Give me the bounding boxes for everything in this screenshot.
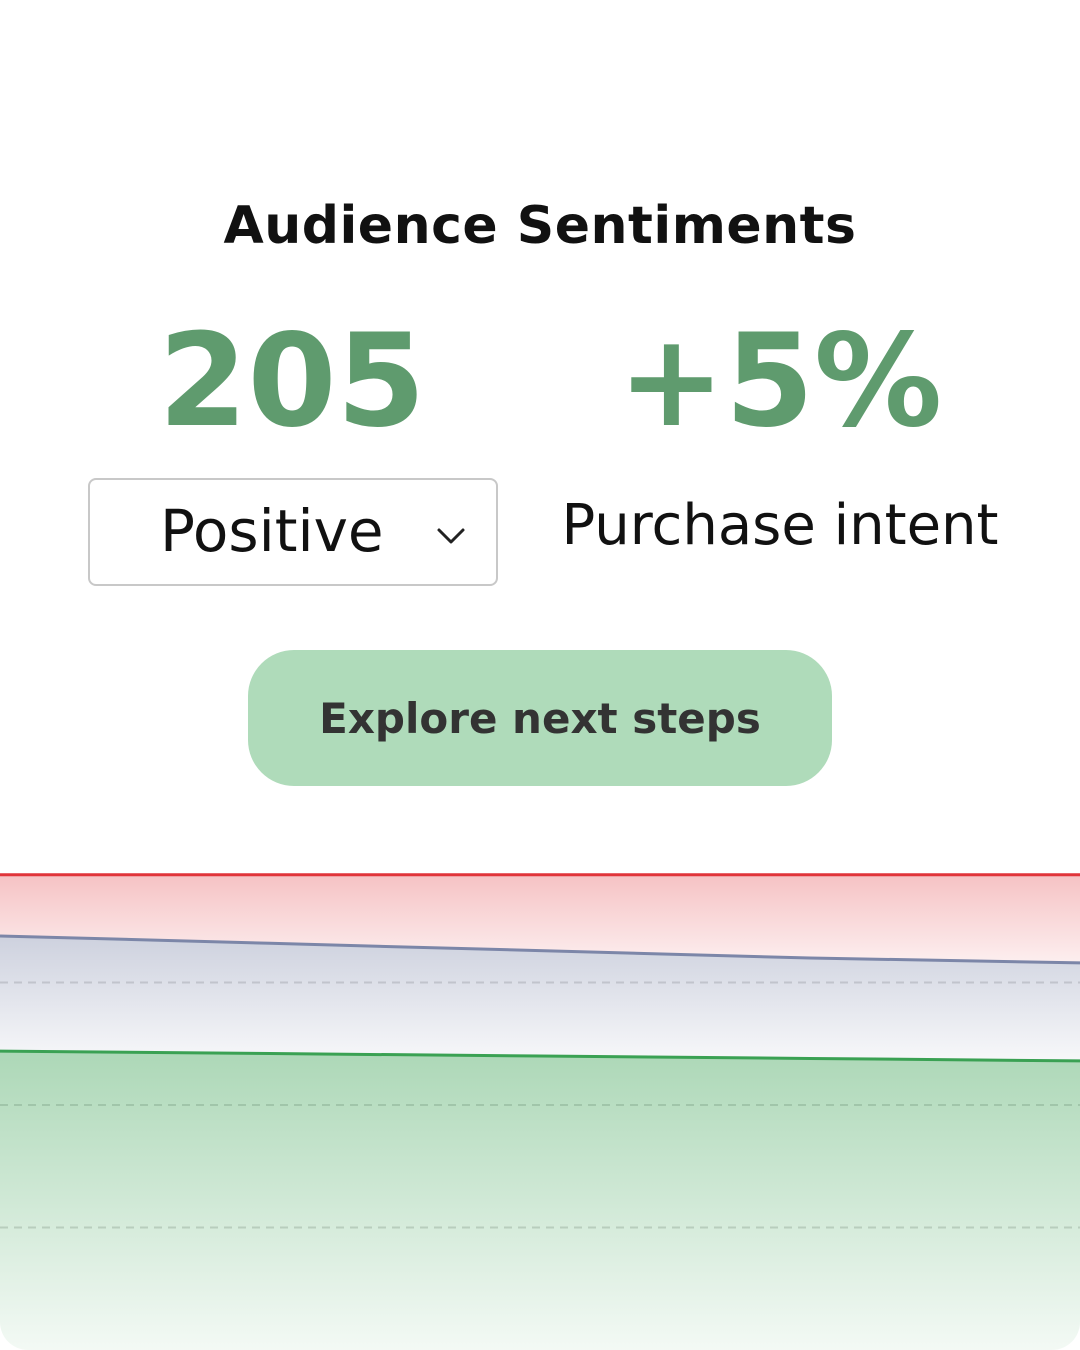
chart-line-series-0 bbox=[0, 1049, 1080, 1063]
chevron-down-icon bbox=[437, 528, 465, 544]
sentiment-area-chart bbox=[0, 873, 1080, 1350]
purchase-intent-value: +5% bbox=[617, 307, 943, 456]
positive-count: 205 bbox=[158, 307, 426, 456]
sentiment-dropdown[interactable]: Positive bbox=[88, 478, 498, 586]
chart-line-series-1 bbox=[0, 934, 1080, 965]
sentiment-dropdown-label: Positive bbox=[160, 497, 384, 565]
purchase-intent-caption: Purchase intent bbox=[561, 493, 999, 558]
explore-next-steps-button[interactable]: Explore next steps bbox=[248, 650, 832, 786]
chart-area-series-2 bbox=[0, 874, 1080, 963]
card-title: Audience Sentiments bbox=[223, 196, 857, 256]
chart-area-series-0 bbox=[0, 1051, 1080, 1350]
chart-area-series-1 bbox=[0, 935, 1080, 1061]
